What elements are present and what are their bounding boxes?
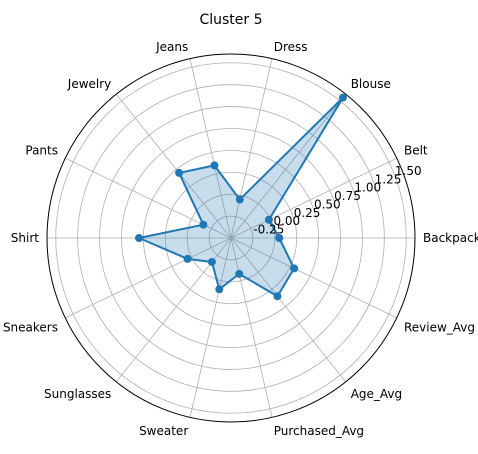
data-point [264, 215, 273, 224]
grid-spoke [230, 93, 347, 239]
radial-tick-label: 0.50 [314, 197, 341, 211]
chart-title: Cluster 5 [199, 12, 262, 28]
category-label: Sneakers [3, 320, 58, 334]
data-point [199, 220, 208, 229]
grid-spoke [189, 58, 232, 239]
data-point [210, 161, 219, 170]
category-label: Jewelry [67, 77, 112, 91]
category-label: Blouse [351, 77, 391, 91]
grid-spoke [230, 58, 273, 239]
category-label: Age_Avg [351, 387, 402, 401]
grid-spoke [230, 237, 397, 319]
radial-tick-label: 0.25 [294, 206, 321, 220]
category-label: Purchased_Avg [274, 424, 364, 438]
polar-spine [46, 53, 416, 423]
data-point [215, 285, 224, 294]
data-point [235, 195, 244, 204]
radial-tick-label: 0.75 [334, 189, 361, 203]
radial-tick-label: 0.00 [273, 214, 300, 228]
data-point [135, 234, 143, 242]
grid-spoke [189, 237, 232, 418]
category-label: Sunglasses [44, 387, 111, 401]
radial-tick-label: 1.00 [354, 181, 381, 195]
grid-spoke [230, 237, 273, 418]
radial-tick-label: 1.50 [395, 164, 422, 178]
data-layer [135, 93, 347, 301]
data-point [235, 269, 244, 278]
grid-spoke [65, 237, 232, 319]
data-point [290, 264, 299, 273]
series-area [139, 97, 343, 297]
category-label: Backpack [423, 231, 478, 245]
grid-spoke [230, 237, 347, 383]
category-label: Sweater [139, 424, 188, 438]
category-label: Jeans [155, 40, 188, 54]
radial-tick-label: -0.25 [253, 223, 284, 237]
category-label: Review_Avg [404, 320, 475, 334]
radial-tick-labels: -0.250.000.250.500.751.001.251.50 [253, 164, 421, 237]
category-labels: Backpack Belt Blouse Dress Jeans Jewelry Pants… [3, 40, 478, 438]
data-point [183, 254, 192, 263]
category-label: Shirt [11, 231, 39, 245]
category-label: Dress [274, 40, 308, 54]
category-label: Pants [25, 144, 58, 158]
data-point [273, 292, 282, 301]
grid-spoke [115, 93, 232, 239]
data-point [207, 257, 216, 266]
grid-spoke [230, 157, 397, 239]
data-point [175, 168, 184, 177]
data-point [275, 234, 284, 242]
radial-tick-label: 1.25 [375, 172, 402, 186]
grid [46, 53, 416, 423]
category-label: Belt [404, 144, 428, 158]
data-point [338, 93, 347, 102]
